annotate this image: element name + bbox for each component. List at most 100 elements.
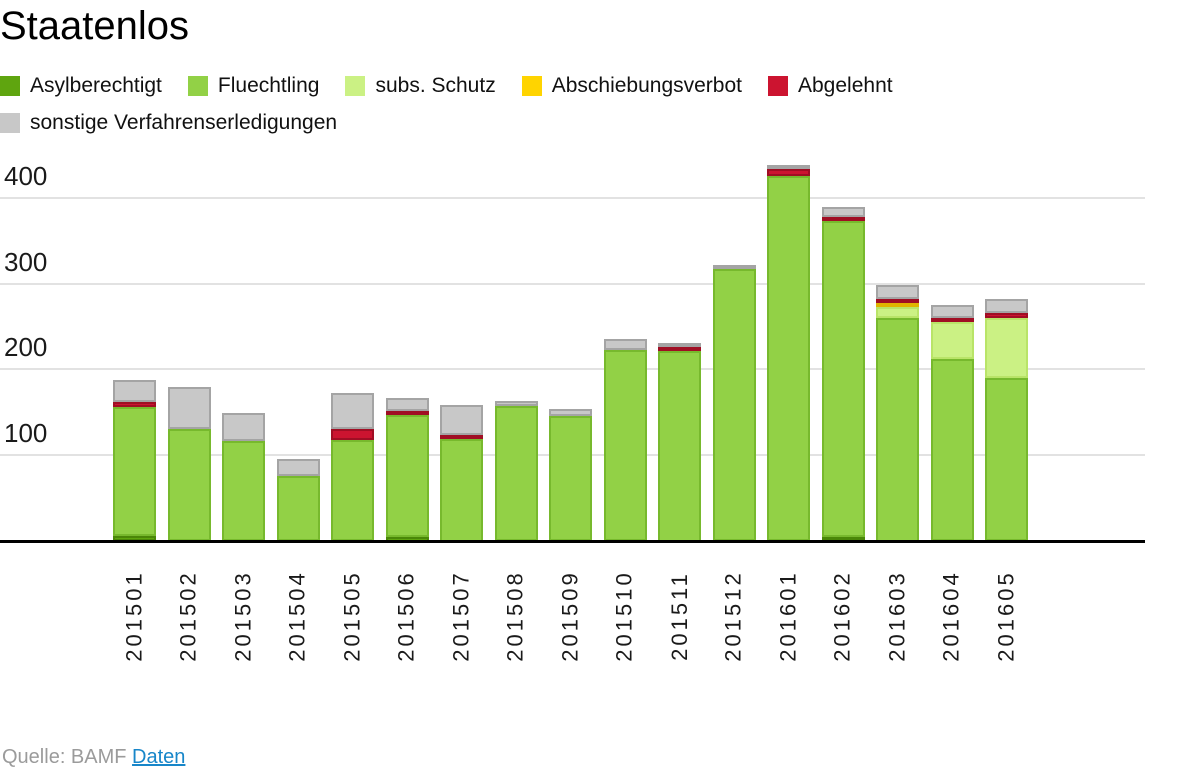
y-axis-label-200: 200 xyxy=(4,332,48,363)
legend-swatch-abschiebungsverbot xyxy=(521,76,542,96)
gridline-400 xyxy=(0,196,1145,199)
bar-segment-fluechtling-201603 xyxy=(876,318,919,542)
bar-segment-fluechtling-201604 xyxy=(930,359,974,541)
bar-segment-fluechtling-201504 xyxy=(276,475,320,541)
x-axis-line xyxy=(0,540,1145,543)
bar-segment-fluechtling-201502 xyxy=(167,428,211,541)
legend-swatch-abgelehnt xyxy=(768,76,788,96)
x-axis-label-201505: 201505 xyxy=(331,568,374,664)
x-axis-label-text-201510: 201510 xyxy=(612,570,638,662)
bar-201511 xyxy=(658,342,701,542)
bar-segment-fluechtling-201605 xyxy=(985,377,1028,541)
bar-segment-abschiebungsverbot-201603 xyxy=(876,303,919,308)
x-axis-label-text-201605: 201605 xyxy=(993,570,1019,662)
bar-segment-sonstige-verfahrenserledigungen-201506 xyxy=(385,397,429,412)
bar-segment-sonstige-verfahrenserledigungen-201505 xyxy=(331,393,374,430)
bar-segment-sonstige-verfahrenserledigungen-201602 xyxy=(821,207,865,217)
bar-segment-fluechtling-201508 xyxy=(494,406,538,541)
x-axis-label-text-201502: 201502 xyxy=(176,570,202,662)
legend-swatch-subs-schutz xyxy=(345,76,366,96)
x-axis-label-text-201505: 201505 xyxy=(339,570,365,662)
bar-segment-sonstige-verfahrenserledigungen-201510 xyxy=(603,339,647,350)
x-axis-label-201604: 201604 xyxy=(931,568,974,664)
x-axis-label-text-201511: 201511 xyxy=(666,571,692,661)
x-axis-label-201501: 201501 xyxy=(113,568,156,664)
bar-201501 xyxy=(113,379,156,541)
bar-201603 xyxy=(876,285,919,542)
x-axis-label-text-201509: 201509 xyxy=(557,570,583,662)
bar-201512 xyxy=(712,264,756,541)
x-axis-label-201601: 201601 xyxy=(767,568,810,664)
legend-item-sonstige-verfahrenserledigungen: sonstige Verfahrenserledigungen xyxy=(0,111,337,135)
source-text: Quelle: BAMF xyxy=(2,746,133,768)
source-data-link[interactable]: Daten xyxy=(132,746,186,768)
x-axis-label-201602: 201602 xyxy=(822,568,865,664)
bar-segment-abgelehnt-201507 xyxy=(440,434,483,439)
x-axis-label-201502: 201502 xyxy=(168,568,211,664)
x-axis-label-201509: 201509 xyxy=(549,568,592,664)
legend-item-asylberechtigt: Asylberechtigt xyxy=(0,74,162,98)
legend-label-fluechtling: Fluechtling xyxy=(217,74,320,97)
bar-segment-abgelehnt-201603 xyxy=(876,299,919,304)
x-axis-label-text-201604: 201604 xyxy=(939,570,965,662)
bar-segment-sonstige-verfahrenserledigungen-201508 xyxy=(494,401,538,407)
x-axis-label-text-201602: 201602 xyxy=(830,570,856,662)
bar-segment-fluechtling-201506 xyxy=(385,415,429,538)
bar-segment-abgelehnt-201601 xyxy=(767,169,810,177)
bar-segment-sonstige-verfahrenserledigungen-201603 xyxy=(876,285,919,300)
bar-segment-sonstige-verfahrenserledigungen-201509 xyxy=(549,408,592,416)
bar-segment-sonstige-verfahrenserledigungen-201604 xyxy=(930,305,974,318)
bar-segment-fluechtling-201511 xyxy=(658,351,701,542)
bar-segment-fluechtling-201601 xyxy=(767,176,810,541)
gridline-200 xyxy=(0,368,1145,371)
x-axis-label-text-201507: 201507 xyxy=(448,570,474,662)
bar-segment-fluechtling-201507 xyxy=(440,438,483,542)
legend-swatch-sonstige-verfahrenserledigungen xyxy=(0,113,20,133)
x-axis-label-201504: 201504 xyxy=(277,568,320,664)
x-axis-label-201603: 201603 xyxy=(876,568,919,664)
x-axis-label-201510: 201510 xyxy=(604,568,647,664)
x-axis-label-text-201506: 201506 xyxy=(394,570,420,662)
bar-segment-asylberechtigt-201602 xyxy=(821,536,865,541)
bar-segment-fluechtling-201501 xyxy=(113,407,156,536)
bar-segment-sonstige-verfahrenserledigungen-201501 xyxy=(113,379,156,402)
y-axis-label-400: 400 xyxy=(4,160,48,191)
bar-segment-abgelehnt-201605 xyxy=(985,312,1028,318)
bar-segment-sonstige-verfahrenserledigungen-201502 xyxy=(167,387,211,429)
x-axis-label-201512: 201512 xyxy=(713,568,756,664)
gridline-300 xyxy=(0,282,1145,285)
bar-201508 xyxy=(494,401,538,541)
x-axis-label-text-201601: 201601 xyxy=(775,570,801,662)
bar-segment-sonstige-verfahrenserledigungen-201605 xyxy=(985,299,1028,313)
x-axis-label-text-201512: 201512 xyxy=(721,570,747,662)
legend-label-sonstige-verfahrenserledigungen: sonstige Verfahrenserledigungen xyxy=(30,111,338,134)
x-axis-label-text-201603: 201603 xyxy=(884,570,910,662)
legend-item-subs-schutz: subs. Schutz xyxy=(345,74,496,98)
legend-row-2: sonstige Verfahrenserledigungen xyxy=(0,111,1180,135)
bar-segment-asylberechtigt-201501 xyxy=(113,535,156,541)
y-axis-label-300: 300 xyxy=(4,246,48,277)
bar-segment-abgelehnt-201505 xyxy=(331,429,374,440)
bar-201507 xyxy=(440,405,483,542)
bar-201502 xyxy=(167,387,211,541)
legend-item-abschiebungsverbot: Abschiebungsverbot xyxy=(521,74,742,98)
x-axis-label-201503: 201503 xyxy=(222,568,265,664)
bar-201503 xyxy=(222,413,265,541)
bar-201510 xyxy=(603,339,647,541)
bar-201505 xyxy=(331,393,374,541)
bar-segment-fluechtling-201503 xyxy=(222,440,265,541)
x-axis-label-201508: 201508 xyxy=(495,568,538,664)
source-note: Quelle: BAMF Daten xyxy=(2,746,185,769)
bar-segment-sonstige-verfahrenserledigungen-201512 xyxy=(712,264,756,269)
bar-segment-abgelehnt-201501 xyxy=(113,401,156,408)
bar-201604 xyxy=(930,305,974,541)
bar-201602 xyxy=(821,207,865,541)
legend-label-abschiebungsverbot: Abschiebungsverbot xyxy=(551,74,742,97)
bar-segment-sonstige-verfahrenserledigungen-201503 xyxy=(222,413,265,441)
bar-201506 xyxy=(385,397,429,543)
bar-segment-subs-schutz-201603 xyxy=(876,307,919,319)
bar-201509 xyxy=(549,408,592,541)
x-axis-label-text-201501: 201501 xyxy=(121,570,147,662)
bar-segment-subs-schutz-201605 xyxy=(985,317,1028,378)
